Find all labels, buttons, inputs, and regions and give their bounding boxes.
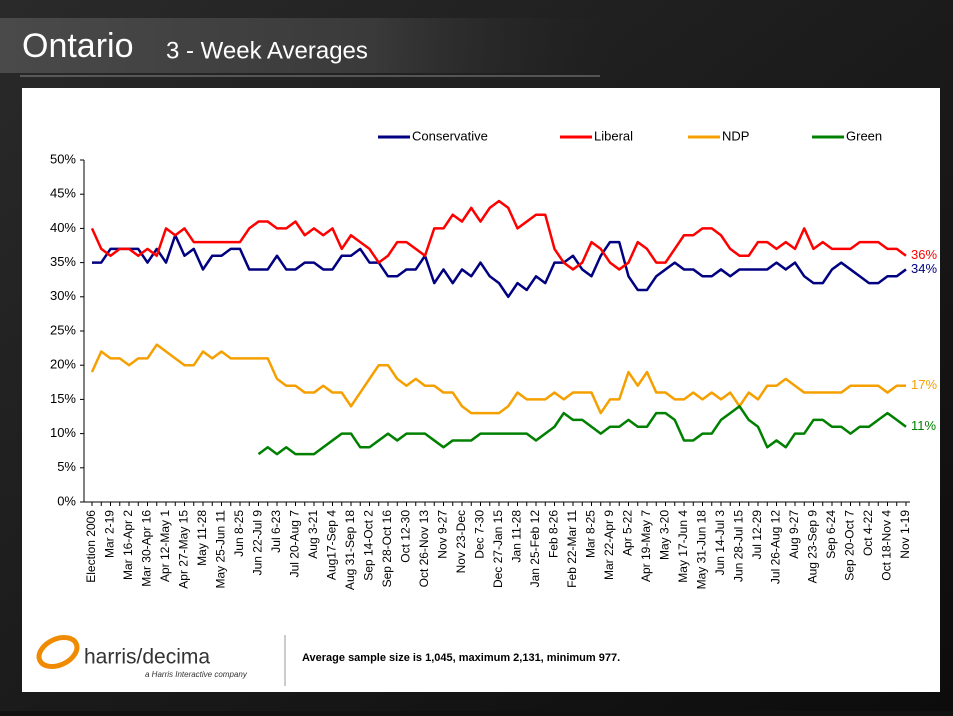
x-tick-label: Apr 5-22 <box>621 510 635 556</box>
x-tick-label: Jan 11-28 <box>510 510 524 563</box>
x-tick-label: Aug17-Sep 4 <box>325 510 339 580</box>
y-tick-label: 15% <box>50 391 76 406</box>
x-tick-label: Jun 14-Jul 3 <box>713 510 727 576</box>
y-tick-label: 5% <box>57 459 76 474</box>
x-tick-label: Jun 8-25 <box>232 510 246 557</box>
x-tick-label: May 3-20 <box>658 510 672 560</box>
x-tick-label: Sep 6-24 <box>824 510 838 559</box>
x-tick-label: Feb 22-Mar 11 <box>565 510 579 588</box>
end-label: 17% <box>911 377 937 392</box>
x-tick-label: Oct 12-30 <box>399 510 413 563</box>
legend-label: Green <box>846 128 882 143</box>
x-tick-label: Sep 20-Oct 7 <box>843 510 857 581</box>
x-tick-label: Nov 9-27 <box>436 510 450 559</box>
y-tick-label: 35% <box>50 254 76 269</box>
y-tick-label: 25% <box>50 322 76 337</box>
y-tick-label: 50% <box>50 151 76 166</box>
y-tick-label: 45% <box>50 186 76 201</box>
y-tick-label: 20% <box>50 357 76 372</box>
title-main: Ontario <box>22 27 134 65</box>
x-tick-label: Apr 19-May 7 <box>639 510 653 582</box>
x-tick-label: Jan 25-Feb 12 <box>528 510 542 588</box>
x-tick-label: Mar 22-Apr 9 <box>602 510 616 580</box>
x-tick-label: Nov 23-Dec <box>454 510 468 573</box>
x-tick-label: Aug 23-Sep 9 <box>806 510 820 584</box>
title-bar <box>0 18 620 73</box>
x-tick-label: Election 2006 <box>84 510 98 583</box>
x-tick-label: Jul 6-23 <box>269 510 283 553</box>
x-tick-label: Sep 28-Oct 16 <box>380 510 394 588</box>
series-line <box>257 404 907 456</box>
x-tick-label: Jun 28-Jul 15 <box>732 510 746 582</box>
y-tick-label: 0% <box>57 493 76 508</box>
logo-icon <box>36 634 80 670</box>
x-tick-label: Jul 12-29 <box>750 510 764 560</box>
x-tick-label: Aug 31-Sep 18 <box>343 510 357 590</box>
x-tick-label: May 31-Jun 18 <box>695 510 709 590</box>
x-tick-label: Oct 26-Nov 13 <box>417 510 431 588</box>
series-line <box>90 199 907 271</box>
x-tick-label: May 17-Jun 4 <box>676 510 690 583</box>
end-label: 36% <box>911 247 937 262</box>
x-tick-label: Feb 8-26 <box>547 510 561 558</box>
x-tick-label: May 25-Jun 11 <box>214 510 228 589</box>
x-tick-label: Jul 26-Aug 12 <box>769 510 783 584</box>
x-tick-label: Oct 18-Nov 4 <box>880 510 894 581</box>
y-tick-label: 30% <box>50 288 76 303</box>
x-tick-label: Nov 1-19 <box>898 510 912 559</box>
y-tick-label: 10% <box>50 425 76 440</box>
end-label: 11% <box>911 418 936 433</box>
x-tick-label: Apr 12-May 1 <box>158 510 172 582</box>
y-tick-label: 40% <box>50 220 76 235</box>
x-tick-label: Aug 9-27 <box>787 510 801 559</box>
x-tick-label: Dec 7-30 <box>473 510 487 559</box>
x-tick-label: Mar 2-19 <box>103 510 117 558</box>
x-tick-label: Mar 8-25 <box>584 510 598 558</box>
logo-tagline: a Harris Interactive company <box>145 670 248 679</box>
logo-text: harris/decima <box>84 646 210 669</box>
x-tick-label: May 11-28 <box>195 510 209 566</box>
x-tick-label: Oct 4-22 <box>861 510 875 556</box>
x-tick-label: Dec 27-Jan 15 <box>491 510 505 588</box>
plot: 0% 5% 10% 15% 20% 25% 30% 35% 40% 45% 50% Election … <box>50 128 937 590</box>
series-line <box>92 233 907 299</box>
x-tick-label: Jul 20-Aug 7 <box>288 510 302 578</box>
title-sub: 3 - Week Averages <box>166 37 368 64</box>
footnote: Average sample size is 1,045, maximum 2,… <box>302 652 620 664</box>
series-line <box>90 343 906 415</box>
panel <box>22 88 940 692</box>
legend-label: Liberal <box>594 128 633 143</box>
x-tick-label: Sep 14-Oct 2 <box>362 510 376 581</box>
x-tick-label: Aug 3-21 <box>306 510 320 559</box>
x-tick-label: Jun 22-Jul 9 <box>251 510 265 576</box>
x-tick-label: Mar 16-Apr 2 <box>121 510 135 580</box>
legend-label: Conservative <box>412 128 488 143</box>
legend-label: NDP <box>722 128 749 143</box>
x-tick-label: Apr 27-May 15 <box>177 510 191 589</box>
end-label: 34% <box>911 261 937 276</box>
x-tick-label: Mar 30-Apr 16 <box>140 510 154 587</box>
